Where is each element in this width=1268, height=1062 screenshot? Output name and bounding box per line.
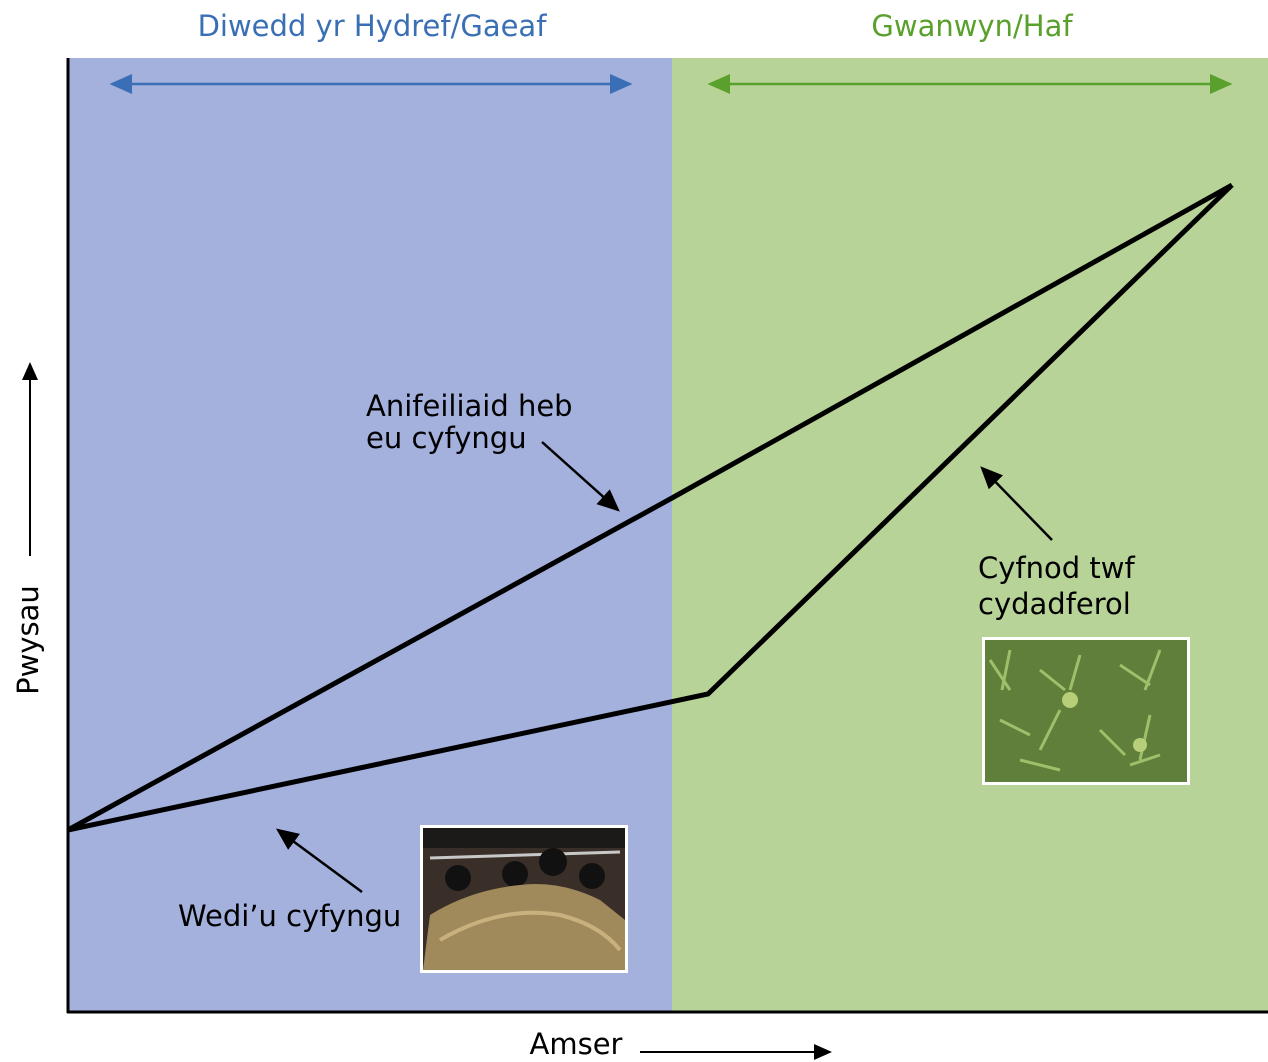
cattle-photo — [420, 825, 628, 973]
grass-photo — [982, 637, 1190, 785]
diagram: Diwedd yr Hydref/Gaeaf Gwanwyn/Haf Anife… — [0, 0, 1268, 1062]
season-label: Diwedd yr Hydref/Gaeaf — [198, 9, 548, 43]
summer-region — [672, 58, 1268, 1012]
annotation: Anifeiliaid heb — [366, 389, 573, 423]
annotation: cydadferol — [978, 587, 1131, 621]
y-axis-label: Pwysau — [11, 585, 45, 695]
annotation: Wedi’u cyfyngu — [178, 899, 401, 933]
annotation: eu cyfyngu — [366, 421, 527, 455]
annotation: Cyfnod twf — [978, 551, 1135, 585]
season-label: Gwanwyn/Haf — [871, 9, 1073, 43]
x-axis-label: Amser — [530, 1027, 623, 1061]
